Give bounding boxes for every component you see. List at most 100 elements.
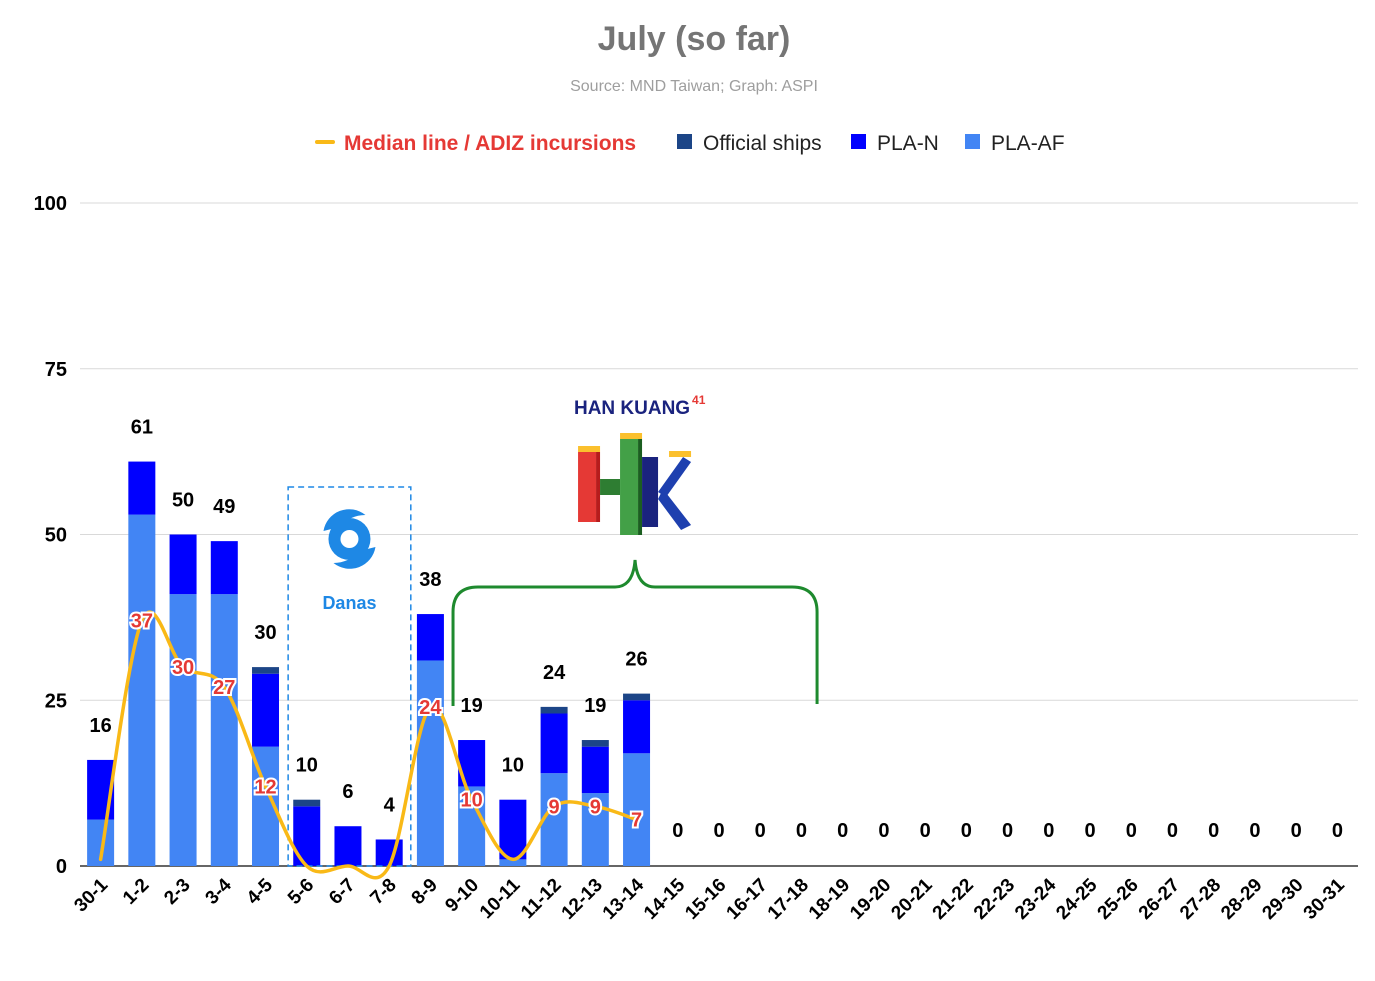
legend-swatch-pla-af <box>965 134 980 149</box>
median-line-path <box>98 610 639 880</box>
total-label: 0 <box>713 820 724 842</box>
median-label: 24 <box>419 697 442 719</box>
total-label: 16 <box>89 715 111 737</box>
exercise-bracket <box>451 559 819 706</box>
median-label: 9 <box>549 796 560 818</box>
han-kuang-logo: HAN KUANG 41 <box>574 393 706 535</box>
bar-segment <box>499 799 527 860</box>
bar-segment <box>499 859 527 866</box>
x-tick-label: 23-24 <box>1011 874 1061 924</box>
total-label: 0 <box>1126 820 1137 842</box>
exercise-annotation: HAN KUANG 41 <box>451 393 819 706</box>
legend: Median line / ADIZ incursions Official s… <box>315 132 1065 155</box>
y-tick-label: 0 <box>56 856 67 878</box>
total-label: 6 <box>342 781 353 803</box>
total-label: 0 <box>920 820 931 842</box>
median-label: 7 <box>631 810 642 832</box>
y-tick-label: 75 <box>45 359 67 381</box>
median-label: 12 <box>254 776 276 798</box>
x-tick-label: 29-30 <box>1258 875 1307 924</box>
bar-segment <box>210 594 238 866</box>
bar-segment <box>252 673 280 747</box>
total-label: 0 <box>672 820 683 842</box>
x-tick-label: 26-27 <box>1135 875 1184 924</box>
x-tick-label: 7-8 <box>366 875 400 909</box>
total-label: 0 <box>796 820 807 842</box>
x-tick-label: 28-29 <box>1217 875 1266 924</box>
x-tick-label: 5-6 <box>284 875 318 909</box>
total-label: 19 <box>584 695 606 717</box>
total-label: 10 <box>502 755 524 777</box>
x-tick-label: 20-21 <box>887 874 937 924</box>
grid <box>80 202 1358 867</box>
han-kuang-superscript: 41 <box>692 393 706 407</box>
total-label: 0 <box>837 820 848 842</box>
bar-segment <box>334 826 362 866</box>
total-label: 19 <box>461 695 483 717</box>
chart-title: July (so far) <box>598 20 791 58</box>
total-label: 10 <box>296 755 318 777</box>
median-label: 9 <box>590 796 601 818</box>
total-label: 61 <box>131 417 153 439</box>
total-label: 0 <box>1208 820 1219 842</box>
legend-label-pla-af: PLA-AF <box>991 132 1065 155</box>
median-label: 10 <box>461 790 483 812</box>
x-tick-label: 3-4 <box>202 874 237 909</box>
bar-segment <box>293 806 321 866</box>
x-tick-label: 12-13 <box>558 875 607 924</box>
typhoon-icon <box>323 509 376 569</box>
x-tick-label: 17-18 <box>764 875 813 924</box>
x-tick-label: 25-26 <box>1094 875 1143 924</box>
chart-subtitle: Source: MND Taiwan; Graph: ASPI <box>570 78 818 95</box>
total-label: 4 <box>384 794 396 816</box>
legend-label-median: Median line / ADIZ incursions <box>344 132 636 155</box>
total-label: 0 <box>1043 820 1054 842</box>
median-label: 37 <box>131 611 153 633</box>
total-label: 0 <box>1002 820 1013 842</box>
total-label: 38 <box>419 569 441 591</box>
total-label: 49 <box>213 496 235 518</box>
x-tick-label: 21-22 <box>929 875 978 924</box>
han-kuang-title: HAN KUANG <box>574 398 690 419</box>
bar-segment <box>623 700 651 754</box>
x-tick-label: 22-23 <box>970 875 1019 924</box>
bar-segment <box>128 461 156 515</box>
total-label: 0 <box>961 820 972 842</box>
bar-segment <box>128 514 156 866</box>
total-label: 0 <box>755 820 766 842</box>
bar-segment <box>210 541 238 595</box>
bar-segment <box>169 534 197 595</box>
total-label: 26 <box>625 649 647 671</box>
x-tick-label: 16-17 <box>723 875 772 924</box>
x-tick-label: 11-12 <box>517 875 565 923</box>
x-tick-label: 30-1 <box>70 874 112 916</box>
total-label: 0 <box>1291 820 1302 842</box>
typhoon-annotation: Danas <box>287 486 412 867</box>
bar-segment <box>581 740 609 747</box>
bar-segment <box>293 799 321 807</box>
median-label: 30 <box>172 657 194 679</box>
legend-swatch-pla-n <box>851 134 866 149</box>
bar-segment <box>540 706 568 714</box>
bar-segment <box>623 753 651 866</box>
bar-segment <box>581 746 609 794</box>
typhoon-label: Danas <box>322 593 376 613</box>
bar-segment <box>169 594 197 866</box>
bar-segment <box>416 614 444 661</box>
legend-label-pla-n: PLA-N <box>877 132 939 155</box>
bar-segment <box>252 667 280 674</box>
total-label: 0 <box>1332 820 1343 842</box>
bar-segment <box>416 660 444 866</box>
total-label: 30 <box>254 622 276 644</box>
x-tick-label: 13-14 <box>599 874 649 924</box>
x-tick-label: 19-20 <box>846 875 895 924</box>
x-tick-label: 14-15 <box>640 874 690 924</box>
y-tick-label: 50 <box>45 525 67 547</box>
total-label: 0 <box>1167 820 1178 842</box>
x-tick-label: 18-19 <box>805 875 854 924</box>
value-labels: 16 61 50 49 30 10 6 4 38 19 10 24 19 26 0 0 0 0 0 0 0 0 0 0 0 0 0 0… <box>89 417 1342 842</box>
x-tick-label: 2-3 <box>160 875 194 909</box>
x-tick-label: 10-11 <box>476 874 525 923</box>
